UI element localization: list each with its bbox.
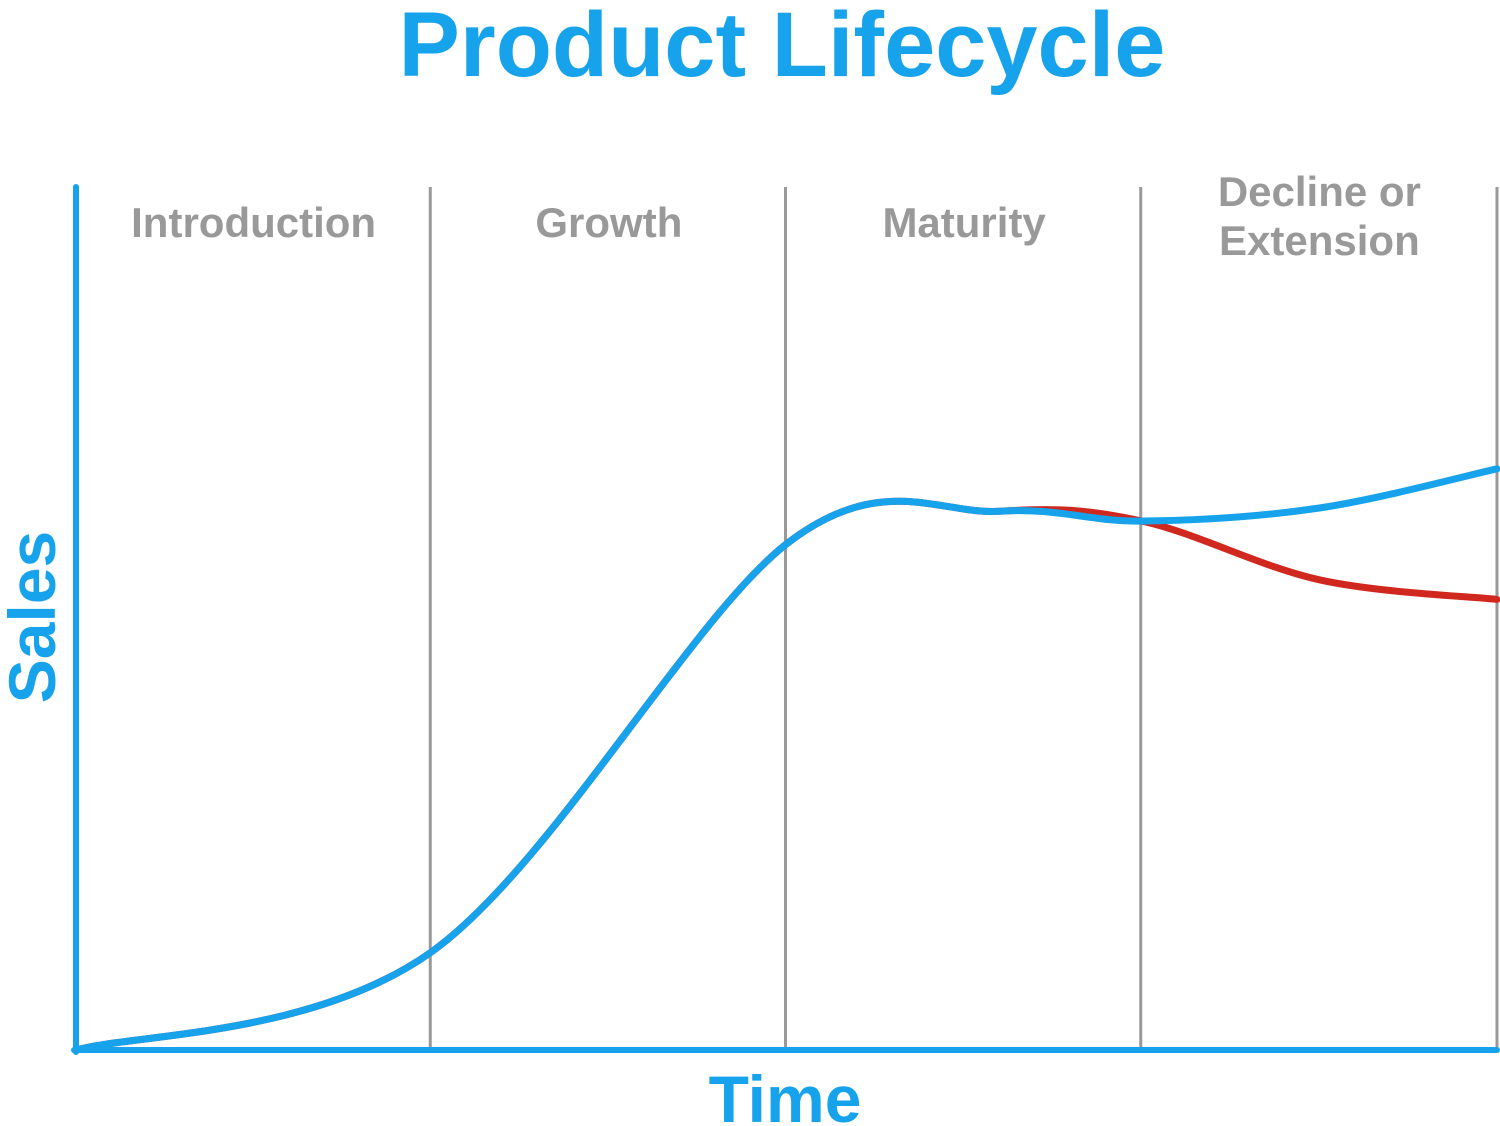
- stage-label-2: Growth: [535, 199, 682, 246]
- stage-label-4: Decline or Extension: [1218, 168, 1421, 264]
- stage-label-4-line-2: Extension: [1219, 217, 1420, 264]
- extension-curve: [72, 465, 1500, 1054]
- stage-label-1: Introduction: [131, 199, 376, 246]
- chart-title: Product Lifecycle: [399, 0, 1166, 96]
- stage-label-2-line-1: Growth: [535, 199, 682, 246]
- sales-curves: [72, 465, 1500, 1054]
- stage-dividers: [428, 187, 1499, 1050]
- stage-labels: Introduction Growth Maturity Decline or Exte…: [131, 168, 1421, 264]
- x-axis-label: Time: [709, 1062, 862, 1126]
- stage-label-3: Maturity: [882, 199, 1046, 246]
- stage-label-3-line-1: Maturity: [882, 199, 1046, 246]
- y-axis-label: Sales: [0, 531, 69, 703]
- stage-label-1-line-1: Introduction: [131, 199, 376, 246]
- stage-label-4-line-1: Decline or: [1218, 168, 1421, 215]
